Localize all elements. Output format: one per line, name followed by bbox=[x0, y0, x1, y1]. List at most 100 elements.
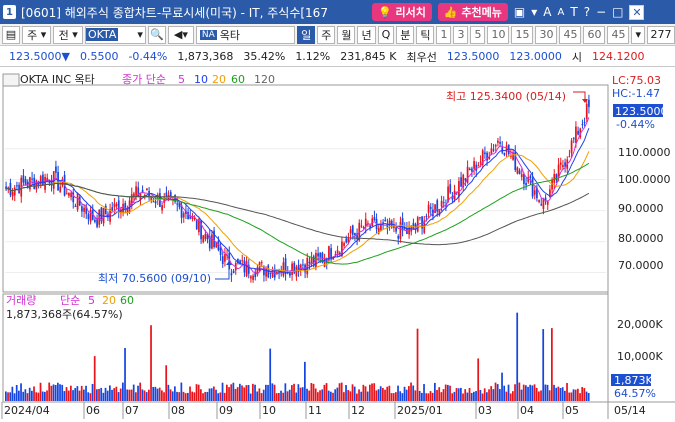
font-bigger-icon[interactable]: A bbox=[543, 5, 552, 19]
date-tick: 11 bbox=[308, 404, 322, 417]
stock-code-input[interactable]: OKTA ▾ bbox=[84, 25, 146, 44]
candle bbox=[52, 171, 55, 189]
candle bbox=[61, 179, 64, 186]
volume-bar bbox=[581, 387, 584, 401]
volume-bar bbox=[436, 389, 438, 401]
volume-ma-label: 단순 bbox=[60, 294, 80, 307]
candle bbox=[315, 252, 317, 268]
candle bbox=[96, 219, 98, 227]
volume-bar bbox=[78, 390, 81, 401]
interval-60[interactable]: 60 bbox=[583, 25, 606, 44]
volume-bar bbox=[182, 391, 185, 401]
research-button[interactable]: 💡 리서치 bbox=[372, 3, 432, 21]
volume-bar bbox=[293, 383, 295, 401]
candle bbox=[466, 166, 469, 183]
volume-bar bbox=[126, 389, 129, 401]
volume-bar bbox=[566, 382, 568, 401]
volume-bar bbox=[583, 388, 586, 401]
minimize-icon[interactable]: − bbox=[596, 5, 607, 19]
recommend-menu-button[interactable]: 👍 추천메뉴 bbox=[437, 3, 508, 21]
settings-icon[interactable]: ▾ bbox=[631, 25, 646, 44]
help-icon[interactable]: ? bbox=[583, 5, 591, 19]
interval-10[interactable]: 10 bbox=[487, 25, 510, 44]
candle bbox=[74, 206, 77, 208]
close-icon[interactable]: ✕ bbox=[629, 4, 645, 20]
volume-bar bbox=[371, 383, 373, 401]
candle bbox=[317, 253, 319, 257]
candle bbox=[371, 218, 374, 227]
volume-bar bbox=[334, 389, 337, 401]
type-select[interactable]: 주 ▾ bbox=[22, 25, 52, 44]
volume-bar bbox=[507, 384, 510, 401]
candle bbox=[13, 187, 16, 196]
period-tick[interactable]: 틱 bbox=[416, 25, 435, 44]
stock-search-icon[interactable]: ▤ bbox=[2, 25, 20, 44]
period-month[interactable]: 월 bbox=[337, 25, 356, 44]
candle bbox=[16, 185, 18, 187]
volume-bar bbox=[399, 391, 402, 401]
period-year[interactable]: 년 bbox=[357, 25, 376, 44]
interval-30[interactable]: 30 bbox=[535, 25, 558, 44]
best-bid-label: 최우선 bbox=[406, 50, 437, 64]
volume-bar bbox=[80, 385, 83, 401]
volume-bar bbox=[249, 393, 252, 401]
market-select[interactable]: 전 ▾ bbox=[53, 25, 83, 44]
candle bbox=[559, 162, 562, 165]
candle bbox=[169, 192, 172, 197]
text-icon[interactable]: T bbox=[570, 5, 578, 19]
volume-bar bbox=[286, 391, 289, 401]
window-icon[interactable]: ▣ bbox=[513, 5, 526, 19]
period-day[interactable]: 일 bbox=[297, 25, 316, 44]
candle bbox=[343, 242, 345, 246]
interval-15[interactable]: 15 bbox=[511, 25, 534, 44]
turnover-rate: 1.12% bbox=[295, 50, 331, 63]
price-tick-110: 110.0000 bbox=[618, 146, 671, 159]
interval-45[interactable]: 45 bbox=[559, 25, 582, 44]
volume-bar bbox=[200, 389, 202, 401]
volume-bar bbox=[427, 393, 430, 401]
candle bbox=[115, 204, 118, 207]
candle bbox=[386, 224, 389, 229]
count-input[interactable]: 277 bbox=[647, 25, 675, 44]
volume-bar bbox=[265, 384, 267, 401]
candle bbox=[126, 208, 129, 213]
high-arrow-icon bbox=[573, 91, 586, 99]
price-chart-svg[interactable]: OKTA INC 옥타 종가 단순 5 10 20 60 120 LC:75.0… bbox=[0, 68, 675, 419]
interval-3[interactable]: 3 bbox=[453, 25, 469, 44]
interval-5[interactable]: 5 bbox=[470, 25, 486, 44]
volume-bar bbox=[353, 386, 356, 401]
volume-bar bbox=[197, 384, 200, 401]
interval-custom[interactable]: 45 bbox=[607, 25, 630, 44]
candle bbox=[484, 152, 486, 154]
volume-bar bbox=[171, 391, 174, 401]
candle bbox=[263, 266, 265, 276]
volume-bar bbox=[267, 384, 269, 401]
sound-icon[interactable]: ◀▾ bbox=[167, 25, 194, 44]
dropdown-icon[interactable]: ▾ bbox=[531, 5, 538, 19]
volume-bar bbox=[141, 389, 144, 401]
chart-settings-icon[interactable] bbox=[2, 73, 20, 87]
interval-1[interactable]: 1 bbox=[436, 25, 452, 44]
volume-bar bbox=[447, 384, 449, 401]
candle bbox=[336, 250, 339, 254]
volume-bar bbox=[243, 387, 246, 401]
period-minute[interactable]: 분 bbox=[396, 25, 415, 44]
candle bbox=[85, 206, 88, 214]
candle bbox=[78, 196, 81, 206]
period-week[interactable]: 주 bbox=[317, 25, 336, 44]
font-smaller-icon[interactable]: A bbox=[557, 6, 565, 18]
candle bbox=[24, 179, 27, 186]
candle bbox=[481, 150, 484, 165]
volume-bar bbox=[24, 389, 27, 401]
chart-area[interactable]: OKTA INC 옥타 종가 단순 5 10 20 60 120 LC:75.0… bbox=[0, 68, 675, 419]
candle bbox=[252, 275, 254, 280]
period-quarter[interactable]: Q bbox=[377, 25, 395, 44]
search-icon[interactable]: 🔍 bbox=[147, 25, 166, 44]
candle bbox=[100, 207, 103, 222]
candle bbox=[399, 222, 402, 239]
candle bbox=[429, 207, 432, 209]
volume-bar bbox=[483, 388, 486, 401]
maximize-icon[interactable]: □ bbox=[612, 5, 624, 19]
candle bbox=[219, 247, 222, 255]
volume-bar bbox=[429, 391, 432, 401]
